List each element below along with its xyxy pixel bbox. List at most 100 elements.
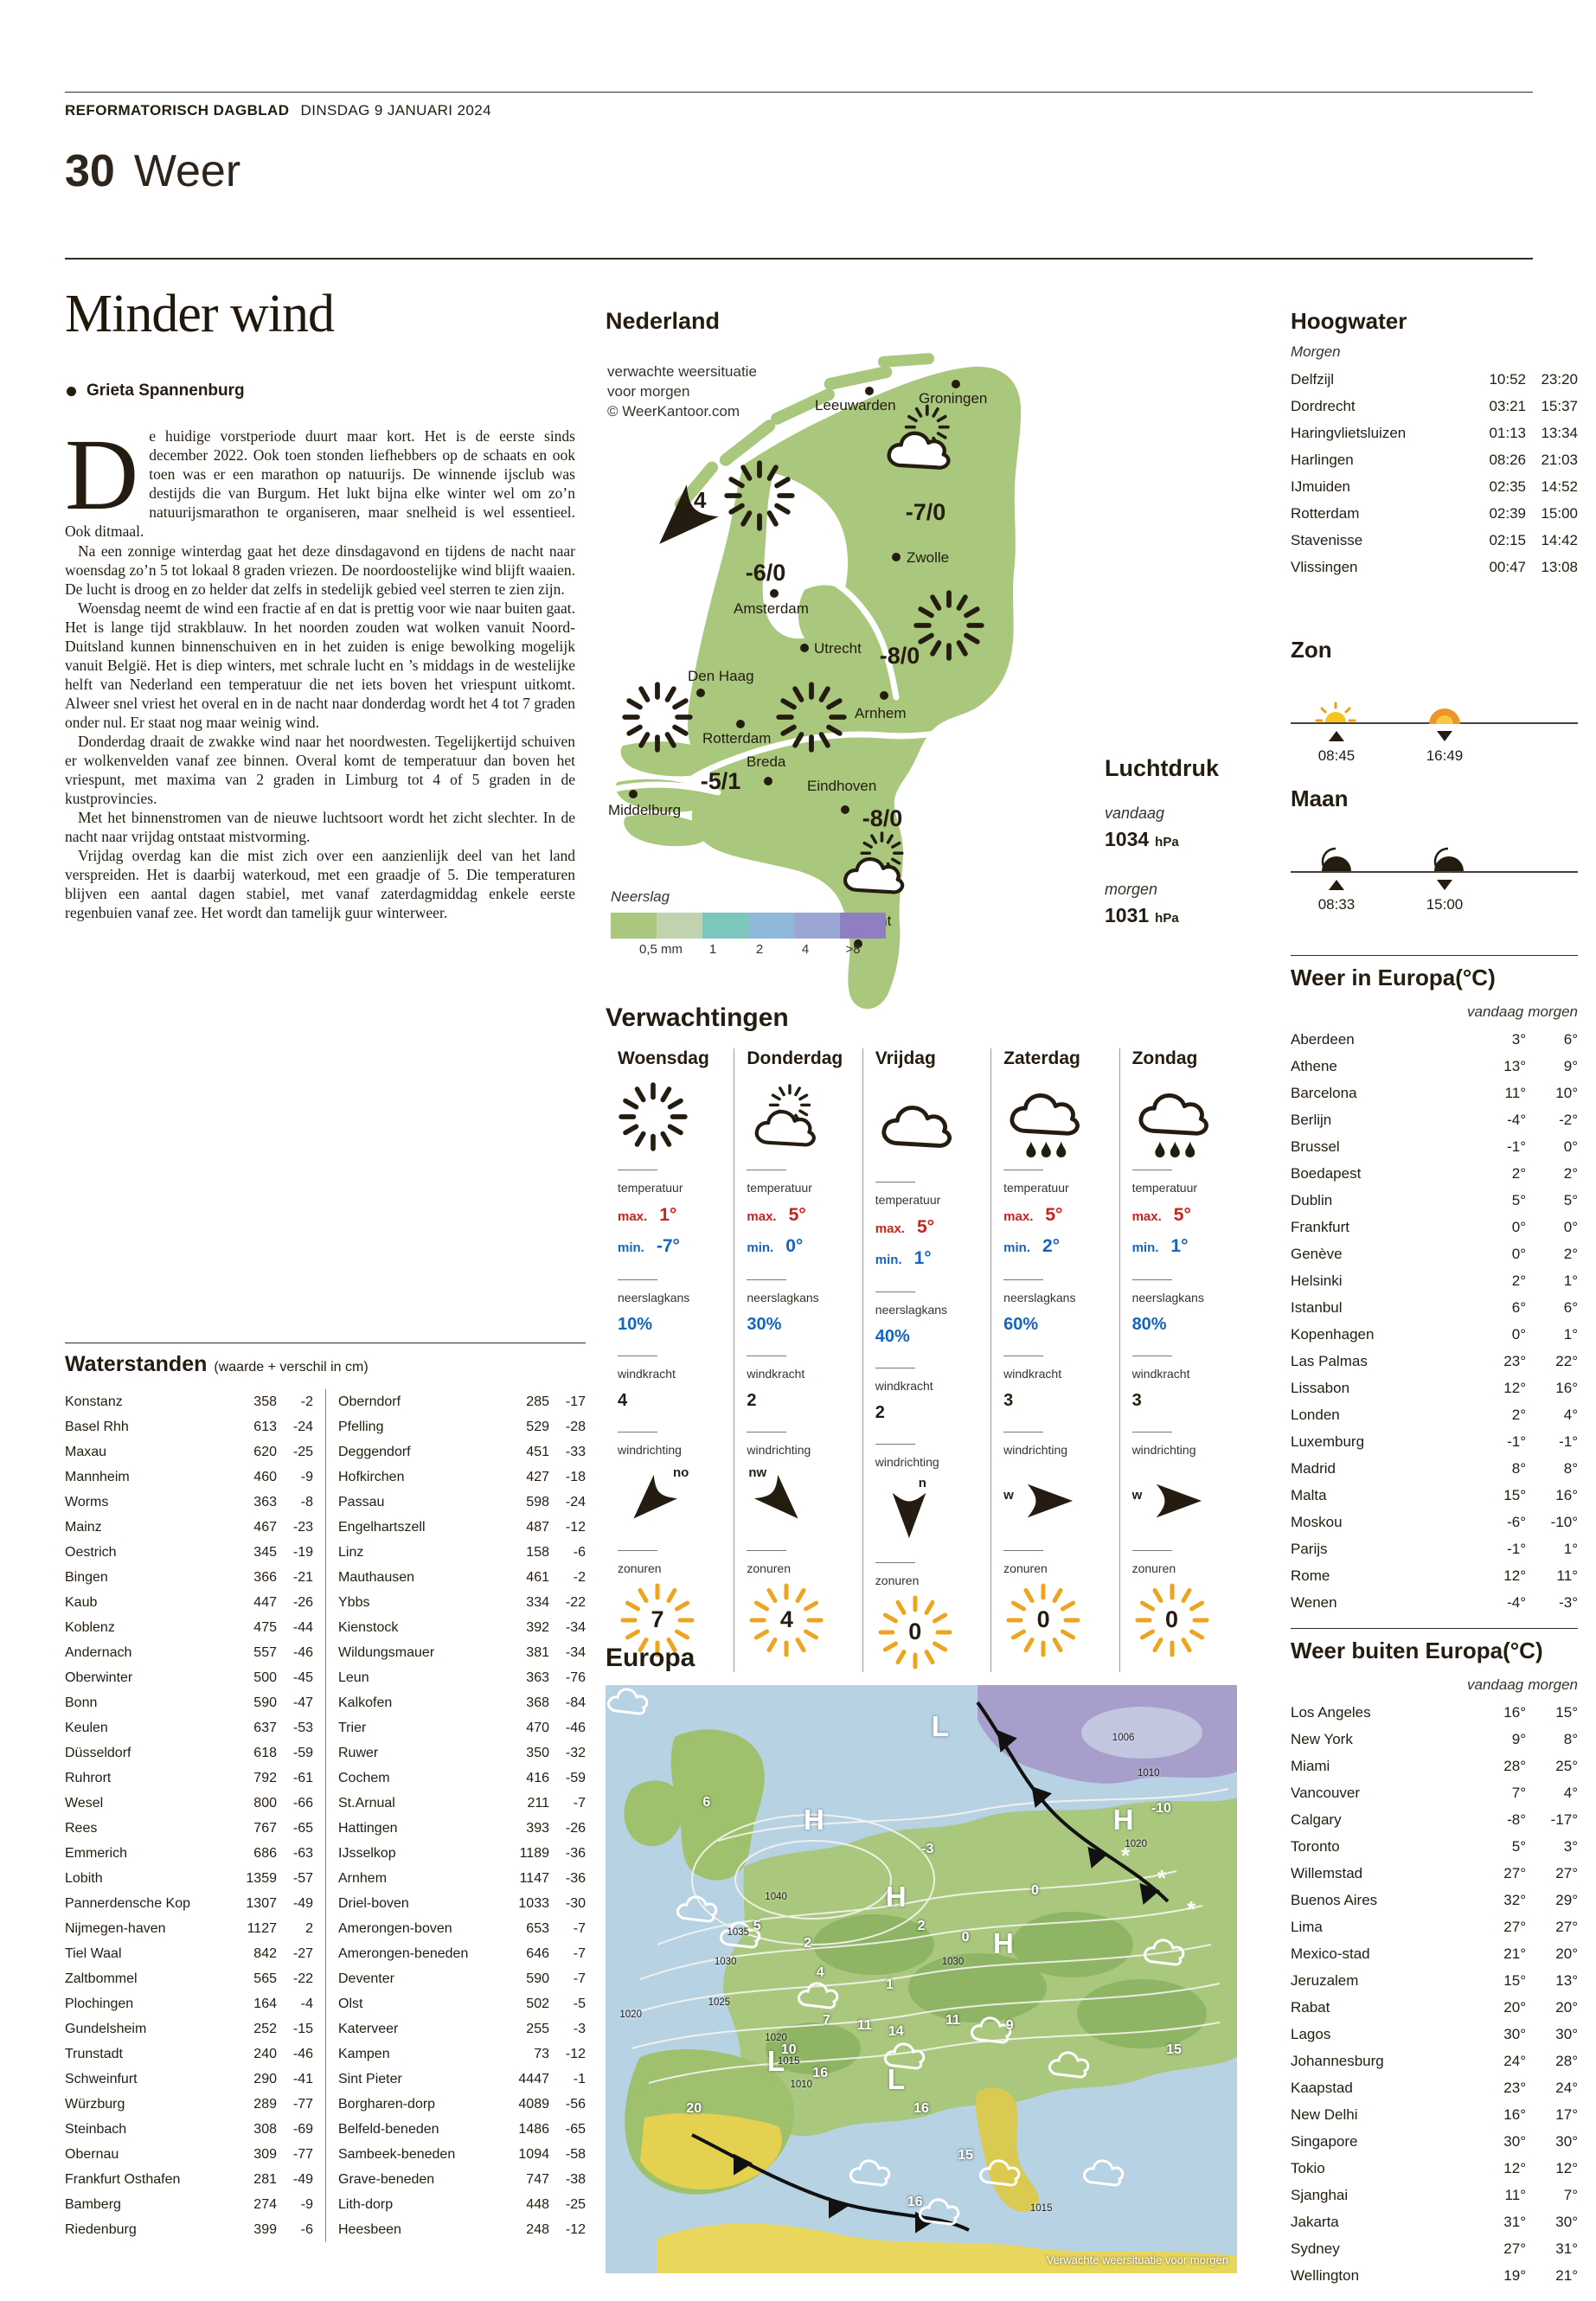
- section-rule: [1291, 955, 1578, 956]
- map-caption: Verwachte weersituatie voor morgen: [1046, 2253, 1228, 2266]
- water-level: 565: [253, 1971, 277, 1986]
- precip-chance: 10%: [618, 1315, 653, 1334]
- issue-date: DINSDAG 9 JANUARI 2024: [300, 102, 491, 119]
- precipitation-legend: Neerslag 0,5 mm 1 2 4 >8: [611, 888, 905, 961]
- moonset-time: 15:00: [1406, 875, 1484, 913]
- label: windkracht: [1003, 1356, 1112, 1381]
- table-row: Cochem 416 -59: [338, 1766, 586, 1791]
- temp-tomorrow: 30°: [1555, 2133, 1578, 2150]
- water-level: 646: [526, 1946, 549, 1961]
- sun-icon: [621, 681, 694, 753]
- water-level: 363: [253, 1495, 277, 1509]
- water-level: 618: [253, 1746, 277, 1760]
- table-row: Johannesburg 24° 28°: [1291, 2048, 1578, 2074]
- table-row: Oberndorf 285 -17: [338, 1389, 586, 1414]
- level-change: -19: [292, 1545, 313, 1560]
- table-row: Sydney 27° 31°: [1291, 2235, 1578, 2262]
- water-level: 800: [253, 1796, 277, 1811]
- temp-today: 3°: [1511, 1031, 1526, 1048]
- city-label: Middelburg: [608, 802, 682, 818]
- map-temp: 9: [1005, 2018, 1014, 2034]
- tide-time-1: 08:26: [1489, 452, 1526, 468]
- table-row: Singapore 30° 30°: [1291, 2128, 1578, 2155]
- temp-today: 0°: [1511, 1219, 1526, 1235]
- table-row: Mannheim 460 -9: [65, 1465, 313, 1490]
- forecast-day-column: Vrijdag temperatuur max. 5° min. 1° neersl…: [862, 1048, 990, 1672]
- city-dot: [629, 790, 638, 798]
- table-row: Sjanghai 11° 7°: [1291, 2182, 1578, 2208]
- water-level: 1147: [519, 1871, 549, 1886]
- table-row: Kampen 73 -12: [338, 2041, 586, 2067]
- hoogwater-section: Hoogwater Morgen Delfzijl 10:52 23:20 Do…: [1291, 308, 1578, 580]
- precip-chance: 80%: [1131, 1315, 1167, 1334]
- table-row: Konstanz 358 -2: [65, 1389, 313, 1414]
- table-row: Buenos Aires 32° 29°: [1291, 1887, 1578, 1913]
- temp-tomorrow: 4°: [1563, 1407, 1578, 1423]
- table-row: Kienstock 392 -34: [338, 1615, 586, 1640]
- table-row: Lima 27° 27°: [1291, 1913, 1578, 1940]
- max-temp: 5°: [1173, 1205, 1191, 1225]
- water-level: 427: [526, 1470, 549, 1484]
- level-change: -49: [292, 1896, 313, 1911]
- isobar-label: 1020: [765, 2033, 787, 2043]
- station-name: Nijmegen-haven: [65, 1921, 166, 1936]
- max-label: max.: [747, 1209, 777, 1224]
- precip-chance: 60%: [1003, 1315, 1039, 1334]
- table-row: Delfzijl 10:52 23:20: [1291, 366, 1578, 393]
- level-change: -65: [292, 1821, 313, 1836]
- city-name: Johannesburg: [1291, 2053, 1384, 2069]
- water-level: 366: [253, 1570, 277, 1585]
- rain-cloud-icon: [1132, 1081, 1215, 1157]
- temp-today: 19°: [1503, 2267, 1526, 2284]
- table-row: Steinbach 308 -69: [65, 2117, 313, 2142]
- tide-time-1: 01:13: [1489, 425, 1526, 441]
- paragraph: Vrijdag overdag kan die mist zich over e…: [65, 847, 575, 922]
- city-name: Barcelona: [1291, 1085, 1357, 1101]
- city-name: New York: [1291, 1731, 1353, 1747]
- temp-today: 11°: [1504, 1085, 1526, 1101]
- level-change: -24: [565, 1495, 586, 1509]
- label: zonuren: [618, 1550, 727, 1575]
- min-label: min.: [1131, 1240, 1159, 1255]
- table-row: Tiel Waal 842 -27: [65, 1941, 313, 1966]
- label: temperatuur: [747, 1170, 855, 1195]
- table-row: Wellington 19° 21°: [1291, 2262, 1578, 2289]
- city-name: Willemstad: [1291, 1865, 1363, 1881]
- table-row: Hattingen 393 -26: [338, 1816, 586, 1841]
- temp-today: 20°: [1503, 1999, 1526, 2016]
- moon-graphic: 08:33 15:00: [1291, 838, 1578, 925]
- table-row: Passau 598 -24: [338, 1490, 586, 1515]
- table-row: Harlingen 08:26 21:03: [1291, 446, 1578, 473]
- luchtdruk-tomorrow-value: 1031 hPa: [1105, 904, 1252, 927]
- temp-today: 12°: [1503, 2160, 1526, 2176]
- city-dot: [880, 691, 888, 700]
- temp-tomorrow: 25°: [1555, 1758, 1578, 1774]
- station-name: Ruwer: [338, 1746, 379, 1760]
- map-temp: 0: [1030, 1883, 1039, 1898]
- forecast-day-column: Donderdag temperatuur max. 5° min. 0° neer…: [734, 1048, 862, 1672]
- water-level: 416: [526, 1771, 549, 1785]
- station-name: Deggendorf: [338, 1445, 411, 1459]
- level-change: -22: [292, 1971, 313, 1986]
- table-row: Bonn 590 -47: [65, 1690, 313, 1715]
- isobar-label: 1025: [708, 1997, 731, 2009]
- city-name: New Delhi: [1291, 2106, 1358, 2123]
- level-change: -59: [565, 1771, 586, 1785]
- temp-tomorrow: -3°: [1559, 1594, 1578, 1611]
- water-level: 164: [253, 1997, 277, 2011]
- table-row: Frankfurt 0° 0°: [1291, 1214, 1578, 1240]
- table-row: Mexico-stad 21° 20°: [1291, 1940, 1578, 1967]
- temp-tomorrow: 27°: [1555, 1865, 1578, 1881]
- water-level: 358: [253, 1394, 277, 1409]
- temp-tomorrow: -17°: [1550, 1811, 1578, 1828]
- temp-today: 16°: [1503, 1704, 1526, 1721]
- luchtdruk-title: Luchtdruk: [1105, 755, 1219, 781]
- table-row: Emmerich 686 -63: [65, 1841, 313, 1866]
- water-level: 613: [253, 1420, 277, 1434]
- temp-tomorrow: 6°: [1563, 1031, 1578, 1048]
- precip-chance: 30%: [747, 1315, 782, 1334]
- temp-today: 27°: [1503, 1865, 1526, 1881]
- label: neerslagkans: [875, 1292, 984, 1317]
- table-row: Amerongen-boven 653 -7: [338, 1916, 586, 1941]
- map-temp: 6: [702, 1795, 711, 1810]
